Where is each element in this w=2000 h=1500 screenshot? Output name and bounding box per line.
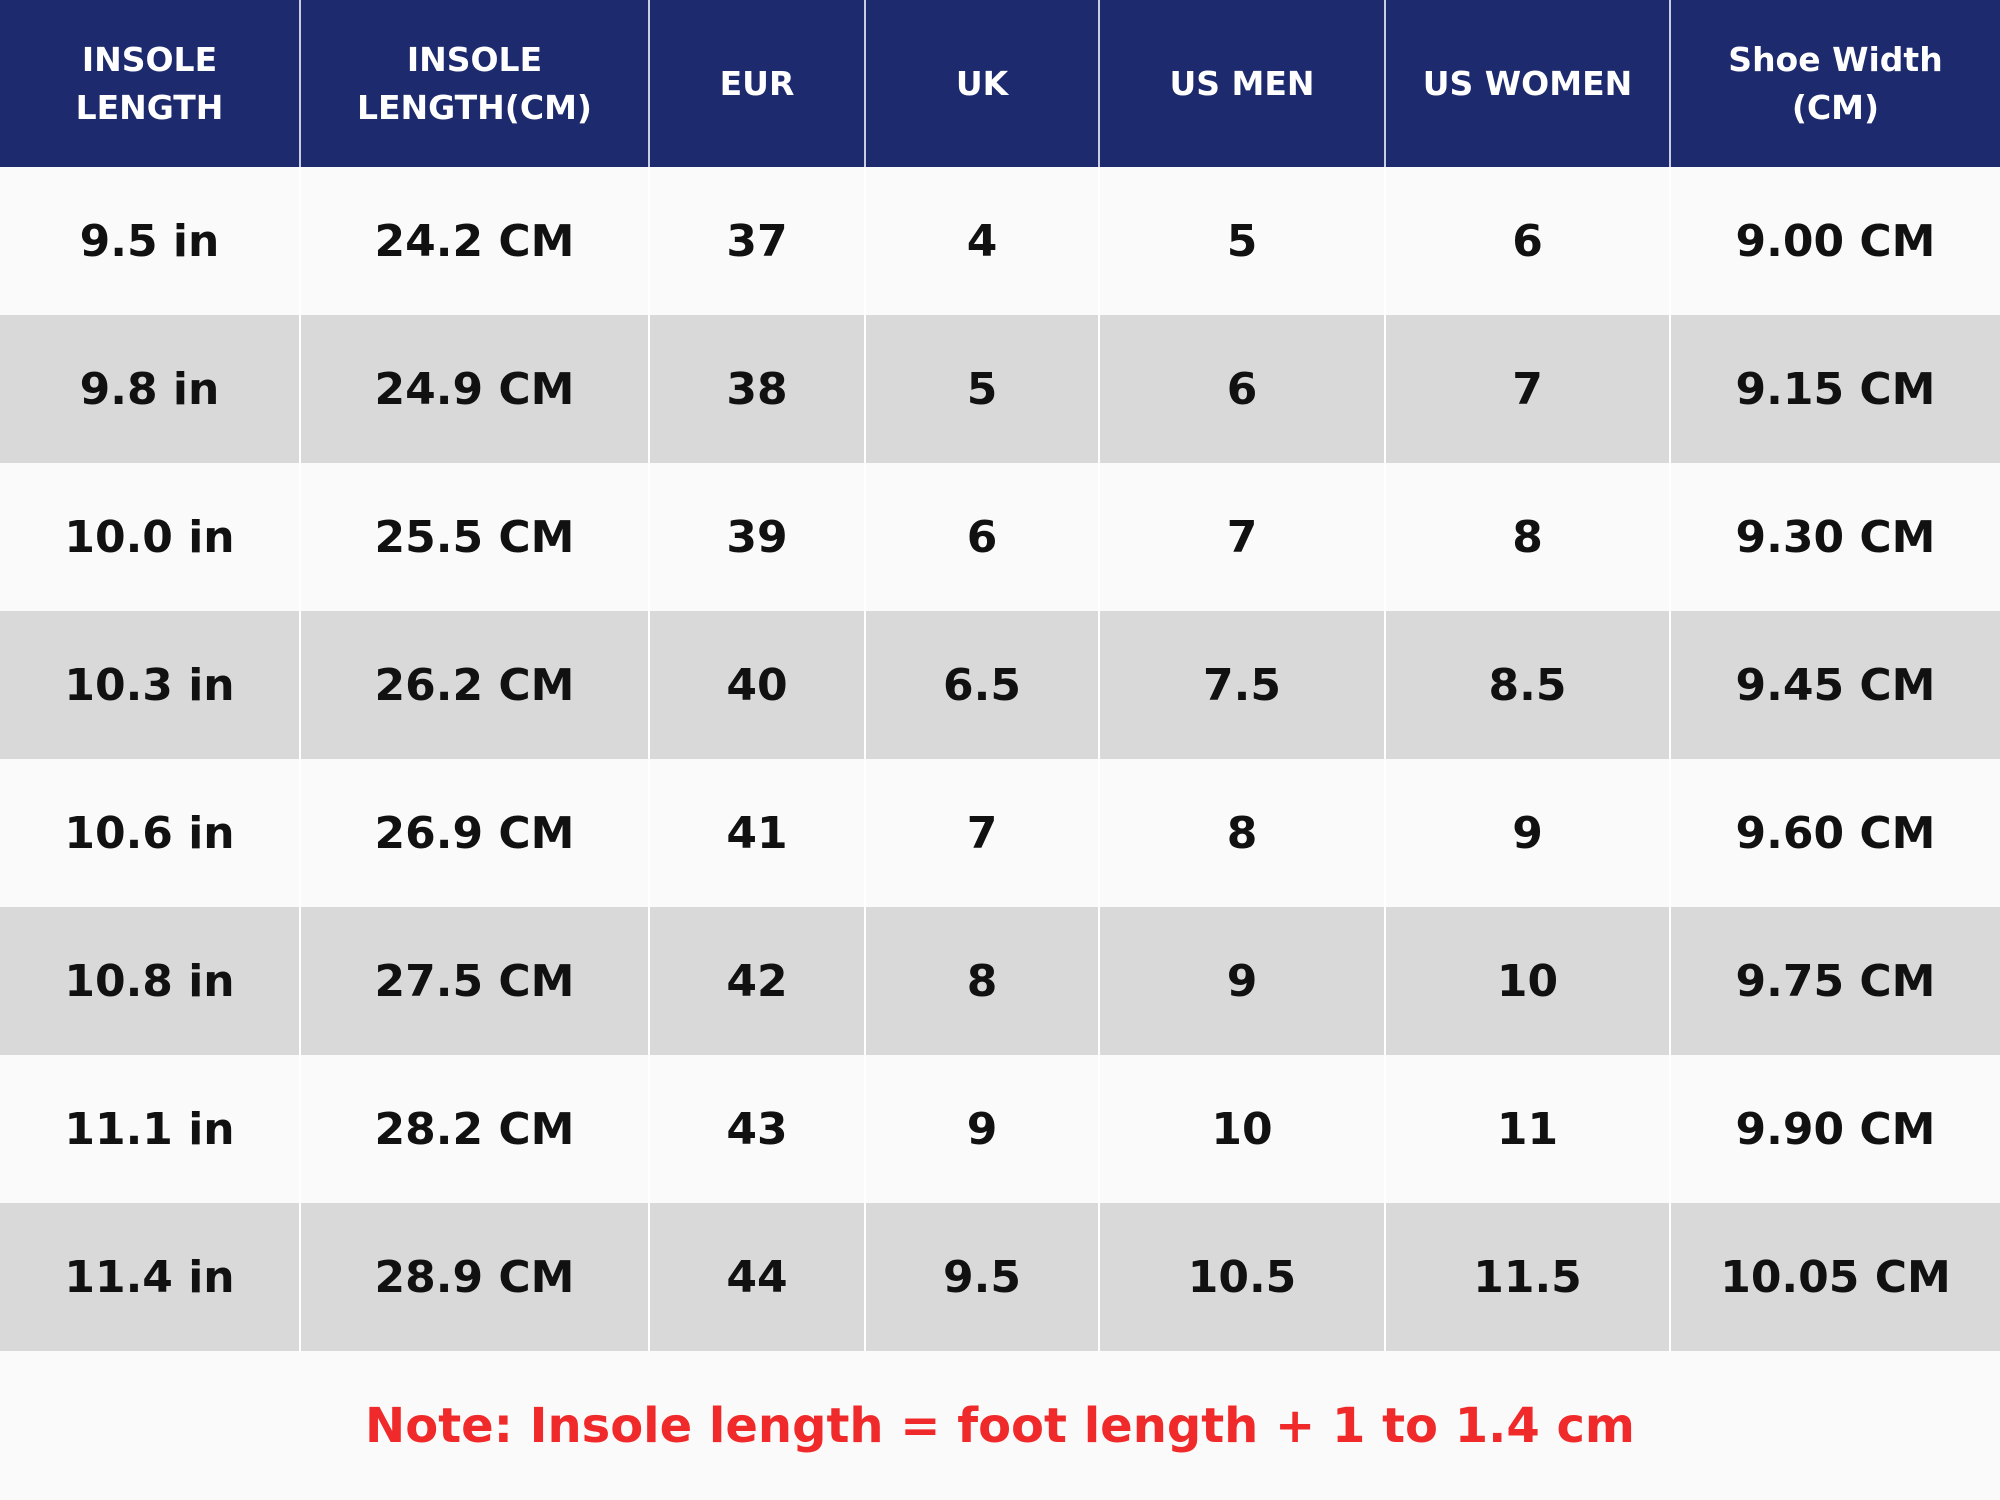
table-row: 10.0 in 25.5 CM 39 6 7 8 9.30 CM [0,463,2000,611]
table-cell: 24.2 CM [299,167,649,315]
header-line: LENGTH(CM) [356,87,593,127]
header-cell: US MEN [1098,0,1385,167]
table-cell: 9.15 CM [1669,315,2000,463]
table-cell: 11.1 in [0,1055,300,1203]
table-cell: 11.4 in [0,1203,300,1351]
table-cell: 26.2 CM [299,611,649,759]
table-row: 10.8 in 27.5 CM 42 8 9 10 9.75 CM [0,907,2000,1055]
header-cell: INSOLE LENGTH(CM) [299,0,649,167]
table-cell: 9.00 CM [1669,167,2000,315]
table-cell: 9 [1098,907,1385,1055]
header-line: INSOLE [406,39,543,79]
table-cell: 5 [1098,167,1385,315]
table-cell: 6 [1384,167,1670,315]
table-cell: 26.9 CM [299,759,649,907]
table-cell: 9.45 CM [1669,611,2000,759]
header-cell: EUR [648,0,865,167]
table-cell: 7 [1098,463,1385,611]
table-cell: 11.5 [1384,1203,1670,1351]
header-line: UK [955,63,1009,103]
table-row: 11.1 in 28.2 CM 43 9 10 11 9.90 CM [0,1055,2000,1203]
table-cell: 37 [648,167,865,315]
table-cell: 39 [648,463,865,611]
table-cell: 10 [1384,907,1670,1055]
table-row: 10.6 in 26.9 CM 41 7 8 9 9.60 CM [0,759,2000,907]
table-cell: 7 [864,759,1099,907]
table-cell: 10.5 [1098,1203,1385,1351]
table-cell: 8 [1384,463,1670,611]
size-table: INSOLE LENGTH INSOLE LENGTH(CM) EUR UK US MEN U… [0,0,2000,1351]
table-cell: 9.8 in [0,315,300,463]
table-cell: 6 [1098,315,1385,463]
table-cell: 7.5 [1098,611,1385,759]
table-cell: 27.5 CM [299,907,649,1055]
table-cell: 24.9 CM [299,315,649,463]
table-cell: 6 [864,463,1099,611]
header-line: (CM) [1791,87,1880,127]
table-cell: 7 [1384,315,1670,463]
header-line: US MEN [1169,63,1315,103]
table-body: 9.5 in 24.2 CM 37 4 5 6 9.00 CM 9.8 in 24.9 CM 38… [0,167,2000,1351]
table-cell: 9 [1384,759,1670,907]
table-row: 9.8 in 24.9 CM 38 5 6 7 9.15 CM [0,315,2000,463]
table-row: 11.4 in 28.9 CM 44 9.5 10.5 11.5 10.05 CM [0,1203,2000,1351]
header-line: EUR [719,63,795,103]
header-line: Shoe Width [1728,39,1943,79]
header-cell: UK [864,0,1099,167]
header-cell: US WOMEN [1384,0,1670,167]
table-cell: 10.6 in [0,759,300,907]
header-row: INSOLE LENGTH INSOLE LENGTH(CM) EUR UK US MEN U… [0,0,2000,167]
header-line: LENGTH [75,87,224,127]
table-cell: 10.3 in [0,611,300,759]
table-cell: 41 [648,759,865,907]
table-cell: 5 [864,315,1099,463]
table-cell: 10.05 CM [1669,1203,2000,1351]
table-cell: 8 [1098,759,1385,907]
table-cell: 43 [648,1055,865,1203]
table-cell: 6.5 [864,611,1099,759]
table-cell: 42 [648,907,865,1055]
table-row: 10.3 in 26.2 CM 40 6.5 7.5 8.5 9.45 CM [0,611,2000,759]
header-line: US WOMEN [1422,63,1633,103]
table-cell: 28.9 CM [299,1203,649,1351]
table-cell: 9.60 CM [1669,759,2000,907]
table-cell: 9 [864,1055,1099,1203]
table-cell: 9.5 in [0,167,300,315]
table-cell: 8.5 [1384,611,1670,759]
table-cell: 4 [864,167,1099,315]
table-cell: 9.5 [864,1203,1099,1351]
table-cell: 38 [648,315,865,463]
header-cell: Shoe Width (CM) [1669,0,2000,167]
table-cell: 44 [648,1203,865,1351]
header-cell: INSOLE LENGTH [0,0,300,167]
table-cell: 9.90 CM [1669,1055,2000,1203]
table-cell: 10.8 in [0,907,300,1055]
table-row: 9.5 in 24.2 CM 37 4 5 6 9.00 CM [0,167,2000,315]
note: Note: Insole length = foot length + 1 to… [365,1397,1635,1454]
table-cell: 10.0 in [0,463,300,611]
table-cell: 10 [1098,1055,1385,1203]
table-cell: 9.30 CM [1669,463,2000,611]
header-line: INSOLE [81,39,218,79]
table-cell: 11 [1384,1055,1670,1203]
table-cell: 8 [864,907,1099,1055]
table-cell: 25.5 CM [299,463,649,611]
table-cell: 28.2 CM [299,1055,649,1203]
table-cell: 40 [648,611,865,759]
table-cell: 9.75 CM [1669,907,2000,1055]
